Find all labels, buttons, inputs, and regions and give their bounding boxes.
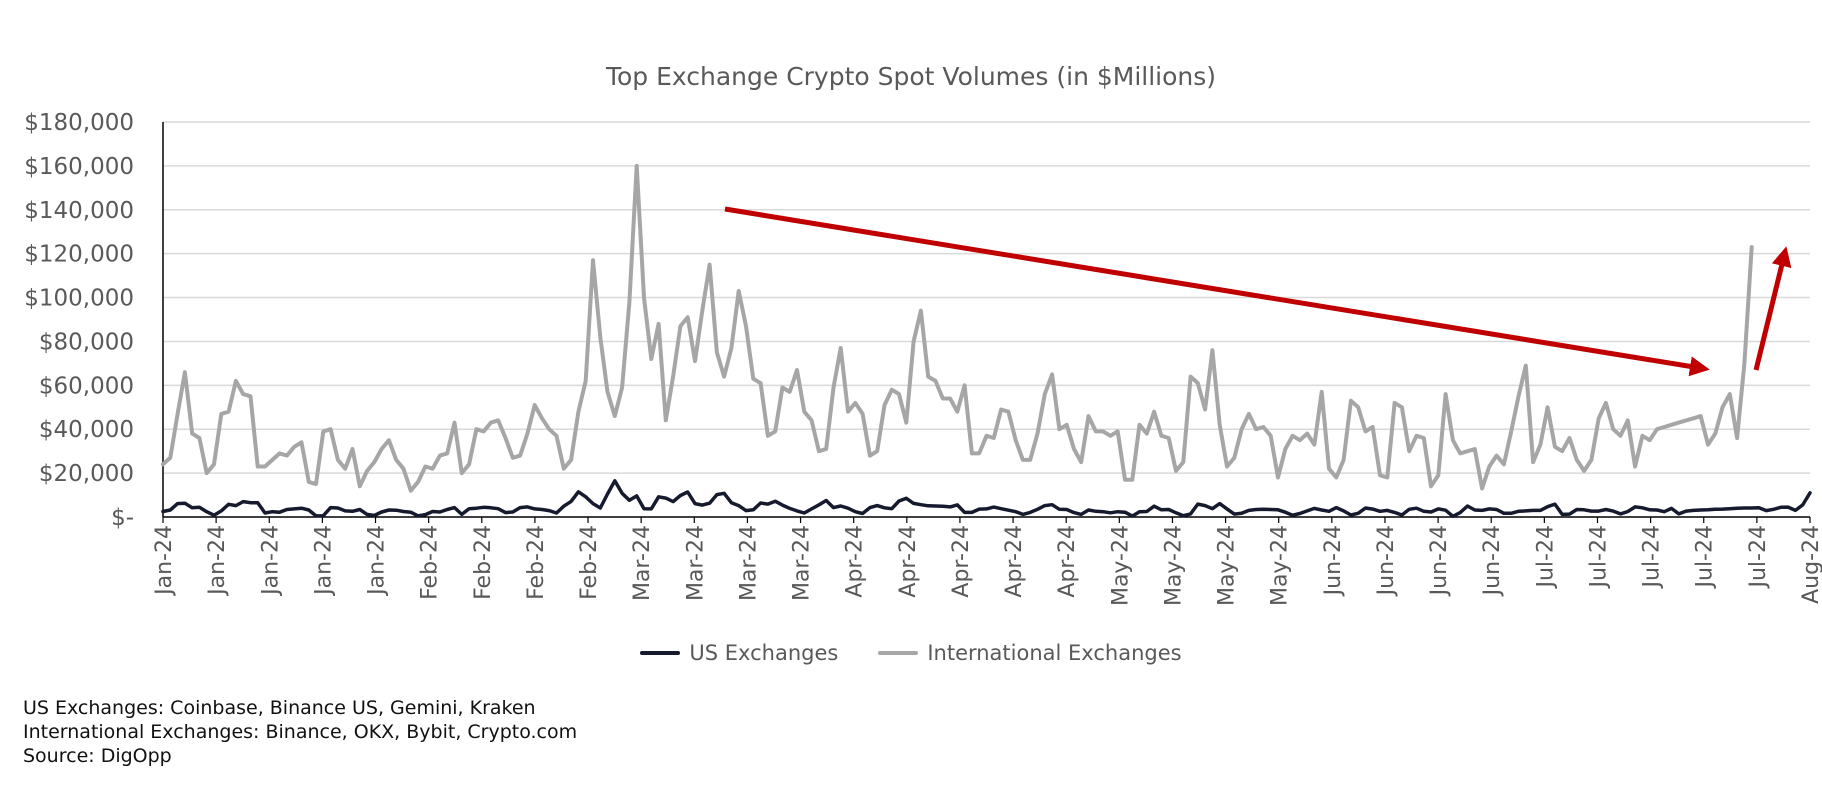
x-tick-label: Feb-24 xyxy=(418,525,443,600)
x-tick-label: Apr-24 xyxy=(949,525,974,598)
x-tick-label: May-24 xyxy=(1161,525,1186,606)
x-tick-label: Jul-24 xyxy=(1693,525,1718,589)
legend-swatch-international xyxy=(878,651,919,655)
x-tick-label: Aug-24 xyxy=(1799,525,1822,604)
x-tick-label: Feb-24 xyxy=(471,525,496,600)
x-tick-label: Apr-24 xyxy=(1002,525,1027,598)
legend-label-international: International Exchanges xyxy=(927,641,1182,665)
x-tick-label: Jan-24 xyxy=(311,525,336,597)
x-tick-label: Mar-24 xyxy=(790,525,815,601)
x-tick-label: May-24 xyxy=(1215,525,1240,606)
x-tick-label: Jul-24 xyxy=(1586,525,1611,589)
x-tick-label: Jan-24 xyxy=(152,525,177,597)
series-lines xyxy=(161,163,1812,519)
y-tick-label: $80,000 xyxy=(39,329,134,355)
x-tick-label: Jan-24 xyxy=(205,525,230,597)
x-tick-label: Jul-24 xyxy=(1746,525,1771,589)
x-tick-label: Feb-24 xyxy=(577,525,602,600)
x-tick-label: Jul-24 xyxy=(1533,525,1558,589)
y-tick-label: $140,000 xyxy=(24,198,134,224)
legend-swatch-us xyxy=(640,651,681,655)
x-tick-label: Jun-24 xyxy=(1427,525,1452,597)
y-tick-label: $120,000 xyxy=(24,242,134,268)
legend-label-us: US Exchanges xyxy=(689,641,839,665)
y-tick-label: $180,000 xyxy=(24,110,134,136)
x-tick-label: May-24 xyxy=(1268,525,1293,606)
x-tick-label: Jul-24 xyxy=(1640,525,1665,589)
x-tick-label: Mar-24 xyxy=(736,525,761,601)
x-tick-label: Apr-24 xyxy=(896,525,921,598)
y-axis-ticks: $- $20,000 $40,000 $60,000 $80,000 $100,000 $1… xyxy=(24,110,134,531)
downtrend-arrow xyxy=(724,206,1710,377)
x-tick-label: Jun-24 xyxy=(1321,525,1346,597)
trend-annotations xyxy=(724,206,1792,377)
x-axis-ticks: Jan-24 Jan-24 Jan-24 Jan-24 Jan-24 Feb-24 Feb-… xyxy=(152,517,1822,606)
x-tick-label: Jun-24 xyxy=(1374,525,1399,597)
y-tick-label: $20,000 xyxy=(39,461,134,487)
x-tick-label: Apr-24 xyxy=(843,525,868,598)
y-tick-label: $- xyxy=(111,505,134,531)
y-tick-label: $160,000 xyxy=(24,154,134,180)
series-line-international-exchanges xyxy=(161,163,1754,493)
y-tick-label: $40,000 xyxy=(39,417,134,443)
x-tick-label: Jan-24 xyxy=(258,525,283,597)
gridlines xyxy=(162,121,1810,518)
note-source: Source: DigOpp xyxy=(23,745,172,767)
chart-title: Top Exchange Crypto Spot Volumes (in $Mi… xyxy=(605,62,1217,91)
legend-item-us: US Exchanges xyxy=(640,641,838,665)
x-tick-label: Mar-24 xyxy=(630,525,655,601)
x-tick-label: May-24 xyxy=(1108,525,1133,606)
note-us-exchanges: US Exchanges: Coinbase, Binance US, Gemi… xyxy=(23,697,536,719)
y-tick-label: $60,000 xyxy=(39,373,134,399)
uptrend-arrow xyxy=(1753,246,1792,371)
chart-legend: US Exchanges International Exchanges xyxy=(0,641,1822,665)
chart-notes: US Exchanges: Coinbase, Binance US, Gemi… xyxy=(23,696,577,768)
x-tick-label: Mar-24 xyxy=(683,525,708,601)
x-tick-label: Apr-24 xyxy=(1055,525,1080,598)
x-tick-label: Jun-24 xyxy=(1480,525,1505,597)
note-international-exchanges: International Exchanges: Binance, OKX, B… xyxy=(23,721,578,743)
y-tick-label: $100,000 xyxy=(24,286,134,312)
x-tick-label: Jan-24 xyxy=(365,525,390,597)
legend-item-international: International Exchanges xyxy=(878,641,1182,665)
x-tick-label: Feb-24 xyxy=(524,525,549,600)
series-line-us-exchanges xyxy=(161,479,1812,519)
